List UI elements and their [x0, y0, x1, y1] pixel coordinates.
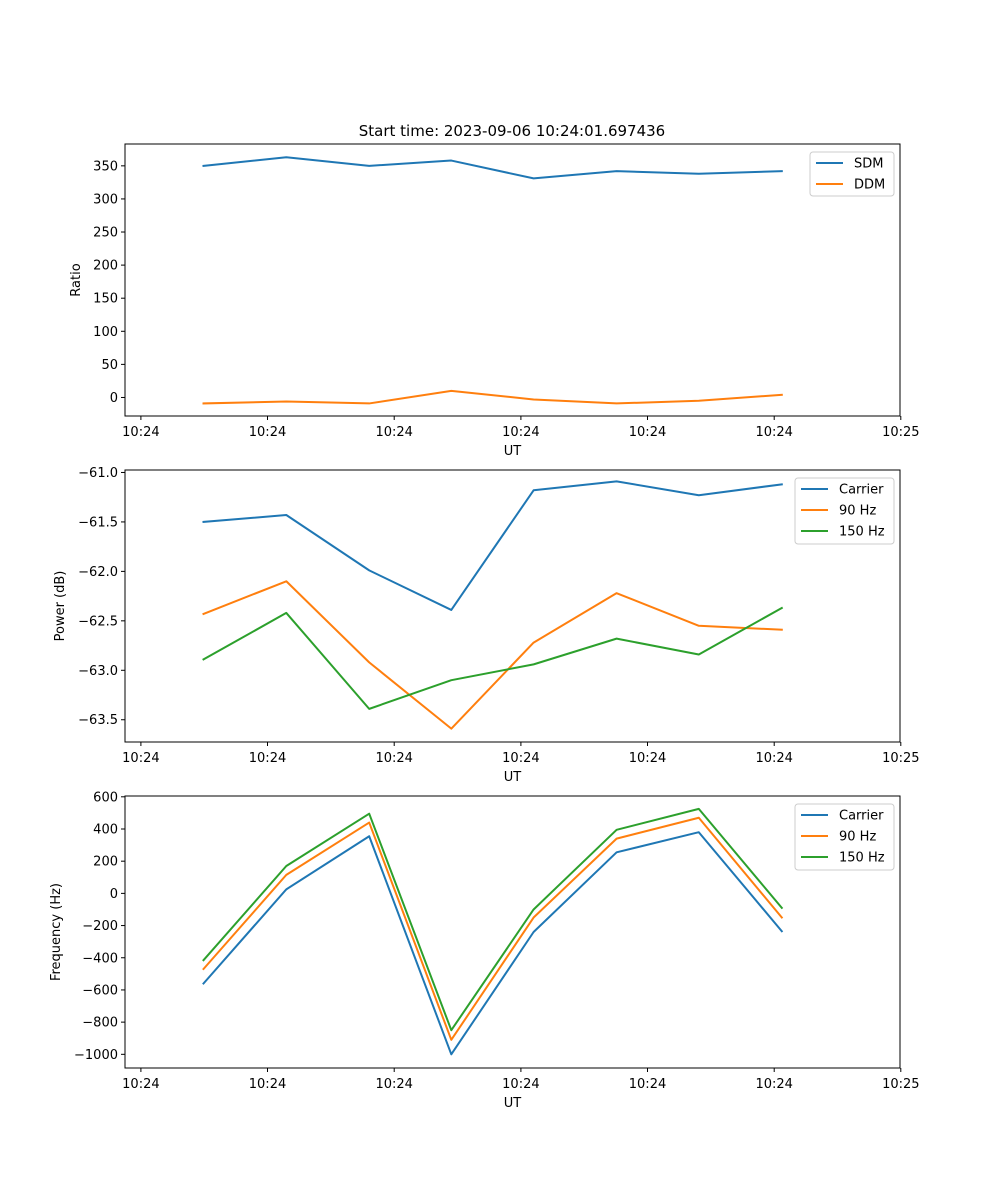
legend-label: Carrier — [839, 483, 884, 498]
series-line-90-hz — [202, 816, 784, 1041]
axes-frame — [124, 795, 901, 1069]
legend: SDM DDM — [809, 151, 895, 197]
series-line-carrier — [202, 831, 784, 1056]
y-tick-label: −600 — [82, 983, 118, 998]
y-tick-label: 0 — [110, 391, 118, 406]
y-axis-label: Frequency (Hz) — [49, 883, 64, 981]
x-tick-label: 10:24 — [375, 425, 412, 440]
x-tick-label: 10:24 — [629, 751, 666, 766]
x-tick-label: 10:24 — [755, 425, 792, 440]
x-tick-label: 10:24 — [249, 425, 286, 440]
legend-label: 90 Hz — [839, 504, 876, 519]
x-tick-label: 10:25 — [882, 1077, 919, 1092]
ratio-panel: 0 50 100 150 200 250 300 350 10:24 10:24 10:24 10:2… — [69, 143, 920, 459]
y-tick-label: 250 — [93, 226, 118, 241]
chart-title: Start time: 2023-09-06 10:24:01.697436 — [359, 122, 665, 140]
y-axis-label: Ratio — [69, 263, 84, 296]
x-tick-label: 10:24 — [122, 425, 159, 440]
y-tick-label: −61.5 — [78, 515, 118, 530]
legend: Carrier 90 Hz 150 Hz — [794, 477, 895, 545]
legend-label: 150 Hz — [839, 851, 885, 866]
y-tick-label: 100 — [93, 325, 118, 340]
legend-label: DDM — [854, 178, 885, 193]
series-line-sdm — [202, 156, 783, 180]
x-tick-label: 10:24 — [755, 1077, 792, 1092]
x-tick-label: 10:24 — [375, 751, 412, 766]
legend-label: Carrier — [839, 809, 884, 824]
y-tick-label: −800 — [82, 1016, 118, 1031]
x-tick-label: 10:25 — [882, 425, 919, 440]
power-panel: −63.5 −63.0 −62.5 −62.0 −61.5 −61.0 10:24 10:24… — [53, 466, 920, 785]
y-tick-label: 50 — [101, 358, 118, 373]
series-line-ddm — [202, 389, 783, 405]
y-tick-label: −62.5 — [78, 614, 118, 629]
x-tick-label: 10:24 — [755, 751, 792, 766]
x-tick-label: 10:24 — [629, 1077, 666, 1092]
x-axis-label: UT — [504, 1096, 522, 1111]
y-tick-label: −200 — [82, 919, 118, 934]
x-tick-label: 10:24 — [502, 1077, 539, 1092]
y-tick-label: −400 — [82, 951, 118, 966]
frequency-panel: −1000 −800 −600 −400 −200 0 200 400 600 10:24 10:2… — [49, 790, 920, 1111]
x-tick-label: 10:24 — [122, 1077, 159, 1092]
x-tick-label: 10:24 — [249, 1077, 286, 1092]
x-tick-label: 10:24 — [375, 1077, 412, 1092]
legend-label: 150 Hz — [839, 525, 885, 540]
y-tick-label: 600 — [93, 790, 118, 805]
y-tick-label: −62.0 — [78, 565, 118, 580]
series-line-150-hz — [202, 807, 784, 1032]
y-tick-label: 350 — [93, 159, 118, 174]
y-tick-label: −1000 — [74, 1048, 118, 1063]
legend-label: SDM — [854, 157, 883, 172]
y-tick-label: 200 — [93, 855, 118, 870]
legend: Carrier 90 Hz 150 Hz — [794, 803, 895, 871]
y-tick-label: 0 — [110, 887, 118, 902]
y-tick-label: 150 — [93, 292, 118, 307]
y-tick-label: 300 — [93, 192, 118, 207]
y-tick-label: 200 — [93, 259, 118, 274]
legend-box — [794, 803, 895, 871]
x-tick-label: 10:24 — [249, 751, 286, 766]
series-line-150-hz — [202, 606, 784, 710]
x-tick-label: 10:25 — [882, 751, 919, 766]
y-tick-label: −61.0 — [78, 466, 118, 481]
x-tick-label: 10:24 — [502, 751, 539, 766]
y-tick-label: −63.0 — [78, 664, 118, 679]
legend-label: 90 Hz — [839, 830, 876, 845]
series-line-90-hz — [202, 580, 783, 730]
y-axis-label: Power (dB) — [53, 571, 68, 642]
x-tick-label: 10:24 — [629, 425, 666, 440]
x-axis-label: UT — [504, 444, 522, 459]
series-line-carrier — [202, 480, 783, 611]
y-tick-label: −63.5 — [78, 713, 118, 728]
axes-frame — [124, 469, 901, 743]
y-tick-label: 400 — [93, 822, 118, 837]
x-tick-label: 10:24 — [502, 425, 539, 440]
legend-box — [794, 477, 895, 545]
axes-frame — [124, 143, 901, 417]
x-tick-label: 10:24 — [122, 751, 159, 766]
x-axis-label: UT — [504, 770, 522, 785]
